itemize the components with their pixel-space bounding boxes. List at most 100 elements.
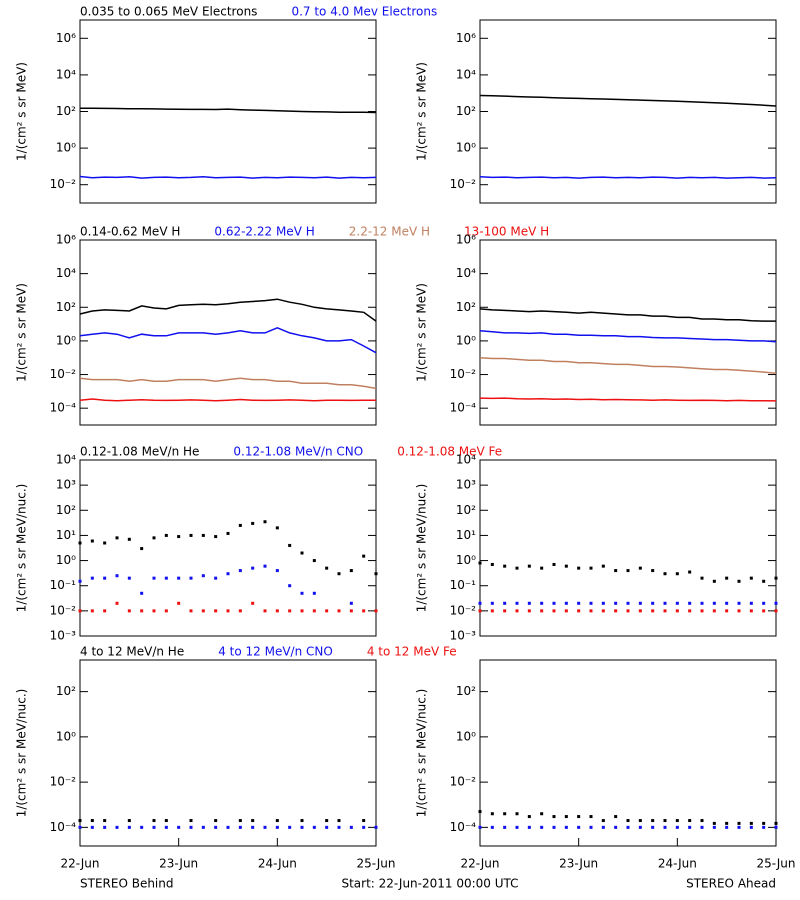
data-point — [749, 576, 753, 580]
data-point — [251, 825, 255, 829]
data-point — [577, 825, 581, 829]
data-point — [725, 601, 729, 605]
data-point — [140, 609, 144, 613]
data-point — [312, 559, 316, 563]
data-point — [552, 562, 556, 566]
data-point — [737, 579, 741, 583]
y-tick-label: 10⁴ — [456, 67, 476, 81]
data-point — [577, 815, 581, 819]
y-tick-label: 10⁰ — [56, 729, 76, 743]
data-point — [103, 576, 107, 580]
y-tick-label: 10⁰ — [56, 141, 76, 155]
series-line — [79, 326, 377, 354]
data-point — [312, 825, 316, 829]
data-point — [540, 601, 544, 605]
data-point — [774, 576, 778, 580]
data-point — [638, 825, 642, 829]
data-point — [275, 825, 279, 829]
series-line — [479, 330, 777, 343]
data-point — [577, 566, 581, 570]
data-point — [614, 815, 618, 819]
data-point — [675, 609, 679, 613]
data-point — [127, 825, 131, 829]
series-line — [79, 398, 376, 402]
data-point — [503, 812, 507, 816]
y-axis-label: 1/(cm² s sr MeV/nuc.) — [15, 484, 29, 613]
data-point — [774, 821, 778, 825]
data-point — [614, 601, 618, 605]
data-point — [78, 541, 82, 545]
y-tick-label: 10⁴ — [56, 453, 76, 467]
y-tick-label: 10⁻² — [50, 177, 77, 191]
data-point — [651, 601, 655, 605]
y-tick-label: 10⁰ — [456, 141, 476, 155]
data-point — [362, 819, 366, 823]
y-tick-label: 10⁻⁴ — [50, 401, 77, 415]
y-axis-label: 1/(cm² s sr MeV) — [415, 62, 429, 161]
data-point — [601, 825, 605, 829]
data-point — [651, 825, 655, 829]
data-point — [90, 609, 94, 613]
legend-entry: 4 to 12 MeV Fe — [367, 645, 457, 659]
y-tick-label: 10⁴ — [456, 266, 476, 280]
data-point — [503, 825, 507, 829]
data-point — [312, 609, 316, 613]
data-point — [762, 579, 766, 583]
plot-frame — [79, 239, 377, 426]
legend-entry: 0.12-1.08 MeV/n CNO — [233, 445, 363, 459]
data-point — [275, 819, 279, 823]
y-tick-label: 10⁰ — [456, 553, 476, 567]
legend-entry: 4 to 12 MeV/n CNO — [218, 645, 333, 659]
data-point — [589, 815, 593, 819]
data-point — [749, 609, 753, 613]
data-point — [189, 533, 193, 537]
data-point — [164, 576, 168, 580]
legend-entry: 2.2-12 MeV H — [349, 225, 430, 239]
data-point — [725, 576, 729, 580]
data-point — [288, 584, 292, 588]
y-tick-label: 10⁴ — [456, 453, 476, 467]
data-point — [663, 819, 667, 823]
data-point — [527, 815, 531, 819]
x-tick-label: 22-Jun — [460, 857, 499, 871]
data-point — [214, 819, 218, 823]
y-tick-label: 10⁻¹ — [50, 578, 77, 592]
data-point — [638, 819, 642, 823]
data-point — [300, 591, 304, 595]
data-point — [675, 572, 679, 576]
data-point — [601, 609, 605, 613]
data-point — [349, 569, 353, 573]
data-point — [589, 601, 593, 605]
data-point — [626, 601, 630, 605]
data-point — [127, 576, 131, 580]
x-tick-label: 25-Jun — [756, 857, 795, 871]
data-point — [288, 609, 292, 613]
data-point — [503, 609, 507, 613]
data-point — [515, 812, 519, 816]
y-tick-label: 10⁻² — [50, 603, 77, 617]
series-line — [79, 175, 377, 179]
x-tick-label: 24-Jun — [658, 857, 697, 871]
data-point — [251, 521, 255, 525]
data-point — [90, 819, 94, 823]
data-point — [103, 541, 107, 545]
data-point — [601, 819, 605, 823]
data-point — [737, 601, 741, 605]
data-point — [140, 547, 144, 551]
data-point — [515, 601, 519, 605]
y-axis-label: 1/(cm² s sr MeV) — [15, 283, 29, 382]
data-point — [651, 569, 655, 573]
data-point — [651, 819, 655, 823]
y-tick-label: 10⁰ — [456, 729, 476, 743]
data-point — [374, 572, 378, 576]
y-tick-label: 10³ — [456, 478, 476, 492]
series-line — [479, 397, 777, 402]
data-point — [762, 825, 766, 829]
data-point — [177, 601, 181, 605]
data-point — [540, 812, 544, 816]
data-point — [675, 819, 679, 823]
legend-entry: 0.62-2.22 MeV H — [214, 225, 314, 239]
data-point — [103, 609, 107, 613]
data-point — [201, 533, 205, 537]
